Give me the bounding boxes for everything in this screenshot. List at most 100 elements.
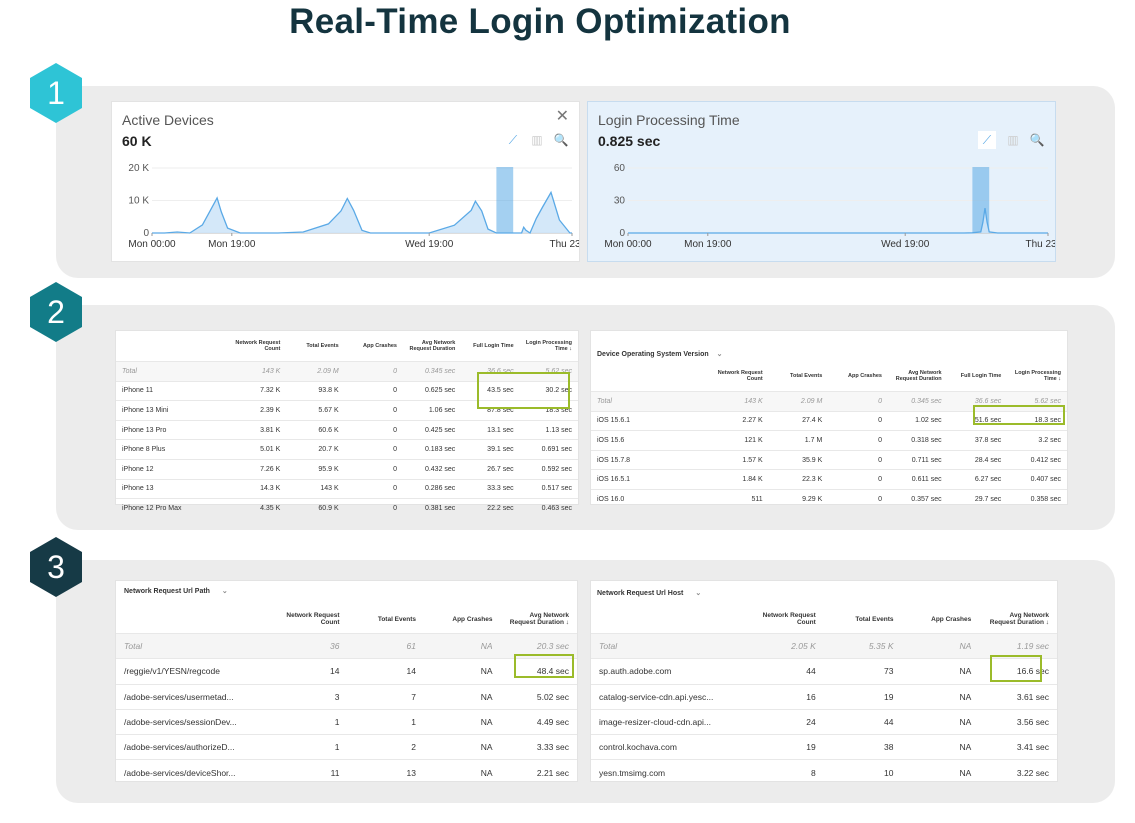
- table-cell: 0.345 sec: [887, 391, 948, 412]
- table-row[interactable]: iOS 16.5.1 1.84 K 22.3 K 0 0.611 sec 6.27 sec…: [591, 469, 1067, 490]
- table-cell: catalog-service-cdn.api.yesc...: [591, 683, 746, 710]
- table-row[interactable]: /reggie/v1/YESN/regcode 14 14 NA 48.4 sec: [116, 658, 577, 685]
- table-cell: 143 K: [286, 478, 345, 499]
- column-header[interactable]: Login Processing Time ↓: [1014, 370, 1061, 382]
- table-cell: 20.7 K: [286, 439, 345, 460]
- zoom-icon[interactable]: 🔍: [553, 133, 569, 147]
- table-row[interactable]: /adobe-services/deviceShor... 11 13 NA 2.21 …: [116, 759, 577, 785]
- table-cell: 39.1 sec: [461, 439, 520, 460]
- column-header: Avg Network Request Duration: [409, 340, 456, 352]
- table-row[interactable]: yesn.tmsimg.com 8 10 NA 3.22 sec: [591, 759, 1057, 785]
- table-cell: 2.21 sec: [500, 759, 577, 785]
- table-cell: 0.625 sec: [402, 380, 462, 401]
- table-cell: 11: [271, 759, 348, 785]
- table-cell: 0: [828, 430, 888, 451]
- table-cell: 22.3 K: [768, 469, 829, 490]
- line-chart-icon[interactable]: ⟋: [508, 133, 518, 147]
- table-cell: 3.2 sec: [1007, 430, 1067, 451]
- column-header[interactable]: Avg Network Request Duration ↓: [509, 612, 569, 626]
- table-row[interactable]: iOS 15.6 121 K 1.7 M 0 0.318 sec 37.8 sec 3.2 …: [591, 430, 1067, 451]
- table-row[interactable]: iPhone 13 14.3 K 143 K 0 0.286 sec 33.3 sec 0.…: [116, 478, 578, 499]
- table-cell: 2.39 K: [228, 400, 287, 421]
- table-row[interactable]: iOS 15.6.1 2.27 K 27.4 K 0 1.02 sec 51.6 sec 1…: [591, 410, 1067, 431]
- table-cell: NA: [901, 759, 980, 785]
- table-cell: 0: [344, 400, 403, 421]
- table-row[interactable]: image-resizer-cloud-cdn.api... 24 44 NA 3.56…: [591, 708, 1057, 735]
- column-header: Network Request Count: [717, 370, 763, 382]
- table-row[interactable]: iPhone 12 7.26 K 95.9 K 0 0.432 sec 26.7 sec 0…: [116, 458, 578, 480]
- table-row[interactable]: iOS 15.7.8 1.57 K 35.9 K 0 0.711 sec 28.4 sec…: [591, 449, 1067, 470]
- table-cell: Total: [116, 632, 271, 659]
- table-cell: 0.358 sec: [1007, 488, 1067, 509]
- table-row[interactable]: iPhone 11 7.32 K 93.8 K 0 0.625 sec 43.5 sec 3…: [116, 380, 578, 401]
- table-cell: 0.592 sec: [519, 458, 578, 480]
- zoom-icon[interactable]: 🔍: [1029, 133, 1045, 147]
- dimension-header[interactable]: Network Request Url Host ⌄: [597, 590, 702, 597]
- close-icon[interactable]: ✕: [555, 106, 569, 125]
- x-tick-label: Wed 19:00: [881, 239, 930, 250]
- table-row[interactable]: catalog-service-cdn.api.yesc... 16 19 NA 3.6…: [591, 683, 1057, 710]
- table-row[interactable]: iPhone 13 Pro 3.81 K 60.6 K 0 0.425 sec 13.1 …: [116, 419, 578, 440]
- table-row[interactable]: /adobe-services/authorizeD... 1 2 NA 3.33 se…: [116, 734, 577, 760]
- table-cell: /adobe-services/sessionDev...: [116, 708, 271, 735]
- y-tick-label: 30: [614, 196, 626, 207]
- table-row[interactable]: iPhone 13 Mini 2.39 K 5.67 K 0 1.06 sec 87.8 …: [116, 400, 578, 421]
- bar-chart-icon[interactable]: ▥: [1007, 133, 1019, 147]
- table-cell: 1: [271, 734, 348, 760]
- selected-range[interactable]: [496, 167, 514, 233]
- table-cell: 2: [347, 734, 424, 760]
- table-row[interactable]: /adobe-services/usermetad... 3 7 NA 5.02 sec: [116, 683, 577, 710]
- column-header[interactable]: Login Processing Time ↓: [525, 340, 572, 352]
- table-cell: 7.26 K: [228, 458, 287, 480]
- column-header: Network Request Count: [762, 612, 816, 626]
- table-row[interactable]: sp.auth.adobe.com 44 73 NA 16.6 sec: [591, 658, 1057, 685]
- column-header: App Crashes: [931, 615, 972, 623]
- device-model-table: Network Request Count Total Events App Cra…: [115, 330, 579, 518]
- table-row[interactable]: control.kochava.com 19 38 NA 3.41 sec: [591, 734, 1057, 760]
- highlight-box: [973, 405, 1065, 425]
- x-tick-label: Wed 19:00: [405, 239, 454, 250]
- table-cell: 95.9 K: [286, 458, 345, 480]
- dimension-header[interactable]: Device Operating System Version ⌄: [597, 351, 723, 358]
- table-cell: 18.3 sec: [519, 400, 578, 421]
- table-cell: Total: [591, 391, 709, 412]
- x-tick-label: Mon 00:00: [128, 239, 176, 250]
- table-cell: 36.6 sec: [461, 361, 520, 382]
- table-cell: 5.67 K: [286, 400, 345, 421]
- table-cell: iPhone 13 Mini: [116, 400, 228, 421]
- table-cell: 0: [828, 469, 888, 490]
- table-cell: 19: [746, 734, 824, 760]
- line-chart-icon[interactable]: ⟋: [978, 131, 996, 149]
- column-header[interactable]: Avg Network Request Duration ↓: [989, 612, 1049, 626]
- table-header-row: Network Request Count Total Events App Cra…: [116, 605, 577, 634]
- table-cell: 4.35 K: [228, 498, 287, 518]
- table-cell: 3.81 K: [228, 419, 287, 440]
- table-cell: NA: [424, 759, 501, 785]
- highlight-box: [990, 655, 1042, 682]
- table-cell: 16: [746, 683, 824, 710]
- dimension-header[interactable]: Network Request Url Path ⌄: [124, 588, 228, 595]
- table-cell: 38: [823, 734, 902, 760]
- table-cell: 43.5 sec: [461, 380, 520, 401]
- table-cell: 2.05 K: [746, 632, 824, 659]
- table-cell: 0: [344, 419, 403, 440]
- table-cell: 0: [344, 439, 403, 460]
- table-cell: 26.7 sec: [461, 458, 520, 480]
- table-row[interactable]: iPhone 12 Pro Max 4.35 K 60.9 K 0 0.381 sec 2…: [116, 498, 578, 518]
- table-row[interactable]: iOS 16.0 511 9.29 K 0 0.357 sec 29.7 sec 0.358…: [591, 488, 1067, 509]
- y-tick-label: 20 K: [128, 163, 149, 174]
- url-path-table: Network Request Url Path ⌄ Network Reque…: [115, 580, 578, 785]
- table-cell: 0.286 sec: [402, 478, 462, 499]
- bar-chart-icon[interactable]: ▥: [531, 133, 543, 147]
- table-cell: 18.3 sec: [1007, 410, 1067, 431]
- table-cell: 3.61 sec: [979, 683, 1057, 710]
- chevron-down-icon: ⌄: [716, 351, 723, 358]
- table-row[interactable]: iPhone 8 Plus 5.01 K 20.7 K 0 0.183 sec 39.1 …: [116, 439, 578, 460]
- table-cell: /adobe-services/deviceShor...: [116, 759, 271, 785]
- table-cell: 48.4 sec: [500, 658, 577, 685]
- table-cell: 14.3 K: [228, 478, 287, 499]
- table-cell: 5.02 sec: [500, 683, 577, 710]
- y-tick-label: 0: [143, 228, 149, 239]
- table-row[interactable]: /adobe-services/sessionDev... 1 1 NA 4.49 se…: [116, 708, 577, 735]
